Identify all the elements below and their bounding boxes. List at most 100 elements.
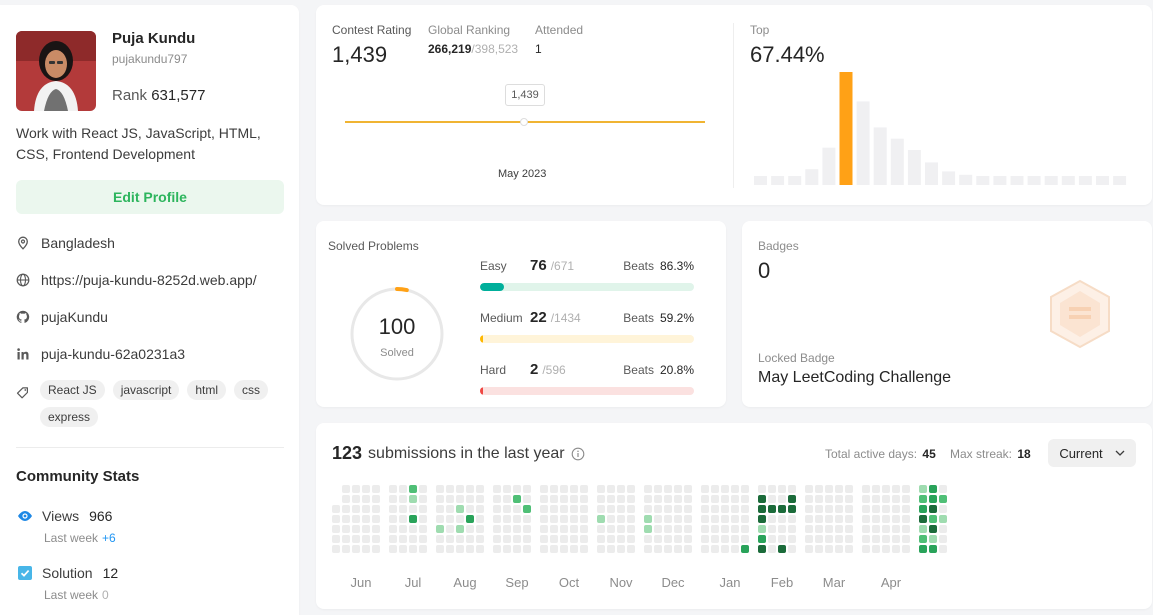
heatmap-cell[interactable] [731, 535, 739, 543]
avatar[interactable] [16, 31, 96, 111]
histogram-bar[interactable] [856, 101, 870, 185]
heatmap-cell[interactable] [862, 485, 870, 493]
heatmap-cell[interactable] [731, 515, 739, 523]
heatmap-cell[interactable] [627, 545, 635, 553]
histogram-bar[interactable] [993, 176, 1007, 185]
heatmap-cell[interactable] [825, 525, 833, 533]
info-icon[interactable] [571, 447, 585, 461]
heatmap-cell[interactable] [503, 525, 511, 533]
heatmap-cell[interactable] [617, 545, 625, 553]
heatmap-cell[interactable] [929, 545, 937, 553]
heatmap-cell[interactable] [721, 495, 729, 503]
heatmap-cell[interactable] [580, 535, 588, 543]
heatmap-cell[interactable] [352, 485, 360, 493]
heatmap-cell[interactable] [389, 505, 397, 513]
heatmap-cell[interactable] [389, 545, 397, 553]
heatmap-cell[interactable] [540, 485, 548, 493]
heatmap-cell[interactable] [654, 535, 662, 543]
heatmap-cell[interactable] [503, 485, 511, 493]
heatmap-cell[interactable] [805, 495, 813, 503]
heatmap-cell[interactable] [741, 545, 749, 553]
heatmap-cell[interactable] [372, 525, 380, 533]
heatmap-cell[interactable] [721, 505, 729, 513]
heatmap-cell[interactable] [701, 495, 709, 503]
heatmap-cell[interactable] [597, 515, 605, 523]
histogram-bar[interactable] [1061, 176, 1075, 185]
heatmap-cell[interactable] [476, 525, 484, 533]
heatmap-cell[interactable] [409, 525, 417, 533]
heatmap-cell[interactable] [419, 515, 427, 523]
heatmap-cell[interactable] [768, 495, 776, 503]
heatmap-cell[interactable] [768, 515, 776, 523]
heatmap-cell[interactable] [342, 525, 350, 533]
heatmap-cell[interactable] [540, 525, 548, 533]
heatmap-cell[interactable] [389, 525, 397, 533]
heatmap-cell[interactable] [684, 505, 692, 513]
heatmap-cell[interactable] [835, 505, 843, 513]
heatmap-cell[interactable] [711, 495, 719, 503]
heatmap-cell[interactable] [721, 515, 729, 523]
heatmap-cell[interactable] [939, 545, 947, 553]
heatmap-cell[interactable] [503, 495, 511, 503]
heatmap-cell[interactable] [805, 535, 813, 543]
heatmap-cell[interactable] [597, 495, 605, 503]
heatmap-cell[interactable] [570, 505, 578, 513]
heatmap-cell[interactable] [845, 535, 853, 543]
heatmap-cell[interactable] [731, 495, 739, 503]
heatmap-cell[interactable] [758, 495, 766, 503]
heatmap-cell[interactable] [902, 545, 910, 553]
heatmap-cell[interactable] [778, 485, 786, 493]
heatmap-cell[interactable] [617, 485, 625, 493]
heatmap-cell[interactable] [580, 545, 588, 553]
heatmap-cell[interactable] [513, 535, 521, 543]
heatmap-cell[interactable] [523, 525, 531, 533]
heatmap-cell[interactable] [560, 485, 568, 493]
heatmap-cell[interactable] [674, 535, 682, 543]
heatmap-cell[interactable] [644, 535, 652, 543]
heatmap-cell[interactable] [731, 485, 739, 493]
heatmap-cell[interactable] [882, 535, 890, 543]
heatmap-cell[interactable] [902, 525, 910, 533]
heatmap-cell[interactable] [919, 485, 927, 493]
heatmap-cell[interactable] [711, 485, 719, 493]
heatmap-cell[interactable] [815, 485, 823, 493]
heatmap-cell[interactable] [845, 485, 853, 493]
heatmap-cell[interactable] [741, 535, 749, 543]
heatmap-cell[interactable] [409, 485, 417, 493]
heatmap-cell[interactable] [466, 545, 474, 553]
heatmap-cell[interactable] [845, 515, 853, 523]
heatmap-cell[interactable] [872, 525, 880, 533]
heatmap-cell[interactable] [362, 515, 370, 523]
heatmap-cell[interactable] [352, 525, 360, 533]
heatmap-cell[interactable] [456, 505, 464, 513]
heatmap-cell[interactable] [372, 505, 380, 513]
heatmap-cell[interactable] [919, 525, 927, 533]
heatmap-cell[interactable] [862, 495, 870, 503]
heatmap-cell[interactable] [768, 485, 776, 493]
heatmap-cell[interactable] [513, 525, 521, 533]
heatmap-cell[interactable] [597, 505, 605, 513]
heatmap-cell[interactable] [523, 535, 531, 543]
heatmap-cell[interactable] [711, 535, 719, 543]
heatmap-cell[interactable] [882, 525, 890, 533]
skill-tag[interactable]: javascript [112, 380, 180, 400]
heatmap-cell[interactable] [835, 525, 843, 533]
locked-badge-icon[interactable] [1047, 279, 1113, 349]
website-link[interactable]: https://puja-kundu-8252d.web.app/ [41, 272, 257, 288]
heatmap-cell[interactable] [758, 515, 766, 523]
heatmap-cell[interactable] [758, 505, 766, 513]
heatmap-cell[interactable] [731, 505, 739, 513]
heatmap-cell[interactable] [627, 495, 635, 503]
heatmap-cell[interactable] [597, 485, 605, 493]
heatmap-cell[interactable] [342, 495, 350, 503]
heatmap-cell[interactable] [627, 535, 635, 543]
heatmap-cell[interactable] [503, 545, 511, 553]
heatmap-cell[interactable] [513, 485, 521, 493]
heatmap-cell[interactable] [684, 525, 692, 533]
heatmap-cell[interactable] [456, 545, 464, 553]
heatmap-cell[interactable] [825, 505, 833, 513]
heatmap-cell[interactable] [580, 515, 588, 523]
heatmap-cell[interactable] [845, 525, 853, 533]
heatmap-cell[interactable] [352, 505, 360, 513]
heatmap-cell[interactable] [788, 495, 796, 503]
